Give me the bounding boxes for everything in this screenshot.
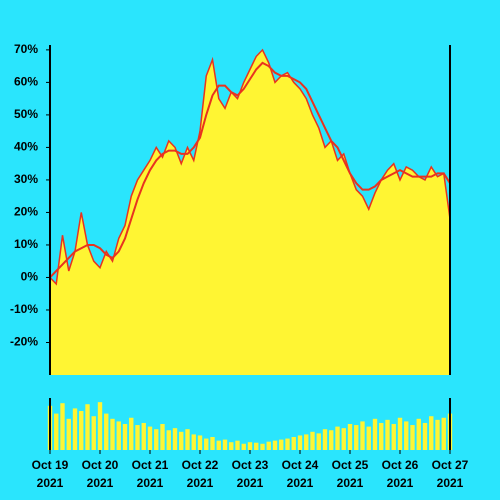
volume-bar	[316, 433, 321, 450]
volume-bar	[160, 424, 165, 450]
volume-bar	[241, 443, 246, 450]
x-tick-label: 2021	[187, 476, 214, 490]
volume-bar	[110, 418, 115, 450]
volume-bar	[279, 439, 284, 450]
volume-bar	[72, 408, 78, 450]
x-tick-label: Oct 24	[282, 458, 319, 472]
volume-bar	[391, 424, 396, 450]
volume-bar	[304, 434, 309, 450]
volume-bar	[291, 437, 296, 450]
volume-bar	[166, 430, 171, 450]
volume-bar	[341, 428, 346, 450]
y-tick-label: -10%	[10, 302, 38, 316]
volume-bar	[147, 426, 153, 450]
volume-bar	[347, 424, 353, 450]
y-tick-label: 50%	[14, 107, 38, 121]
volume-bar	[435, 419, 440, 450]
volume-bar	[197, 435, 203, 450]
volume-bar	[429, 416, 434, 450]
volume-bar	[179, 431, 184, 450]
volume-bar	[66, 418, 71, 450]
volume-bar	[172, 428, 178, 450]
volume-bar	[254, 442, 259, 450]
x-tick-label: 2021	[137, 476, 164, 490]
volume-bar	[335, 426, 340, 450]
x-tick-label: 2021	[387, 476, 414, 490]
volume-bar	[360, 421, 365, 450]
volume-bar	[122, 424, 128, 450]
volume-bar	[272, 440, 278, 450]
y-tick-label: 0%	[21, 270, 39, 284]
x-tick-label: 2021	[87, 476, 114, 490]
volume-bar	[235, 440, 240, 450]
volume-bar	[329, 430, 334, 450]
x-tick-label: 2021	[437, 476, 464, 490]
volume-bar	[129, 417, 134, 450]
volume-bar	[216, 440, 221, 450]
x-tick-label: Oct 21	[132, 458, 169, 472]
volume-bar	[416, 418, 421, 450]
volume-bar	[191, 434, 196, 450]
x-tick-label: Oct 26	[382, 458, 419, 472]
x-tick-label: 2021	[237, 476, 264, 490]
y-tick-label: -20%	[10, 335, 38, 349]
y-tick-label: 60%	[14, 75, 38, 89]
volume-bar	[379, 422, 384, 450]
volume-bar	[185, 429, 190, 450]
x-tick-label: 2021	[37, 476, 64, 490]
x-tick-label: Oct 23	[232, 458, 269, 472]
volume-bar	[366, 426, 371, 450]
y-tick-label: 70%	[14, 42, 38, 56]
volume-bar	[104, 413, 109, 450]
volume-bar	[397, 417, 403, 450]
volume-bar	[79, 411, 84, 450]
volume-bar	[60, 403, 65, 450]
volume-bar	[210, 437, 215, 450]
x-tick-label: Oct 22	[182, 458, 219, 472]
volume-bar	[297, 435, 303, 450]
volume-bar	[260, 443, 265, 450]
volume-bar	[85, 404, 90, 450]
volume-bar	[385, 419, 390, 450]
line	[49, 61, 451, 279]
x-tick-label: 2021	[337, 476, 364, 490]
volume-bar	[204, 438, 209, 450]
volume-bar	[141, 422, 146, 450]
volume-bar	[372, 418, 378, 450]
volume-bar	[322, 429, 328, 450]
volume-bar	[97, 402, 103, 450]
x-tick-label: Oct 19	[32, 458, 69, 472]
y-tick-label: 40%	[14, 140, 38, 154]
volume-bar	[91, 416, 96, 450]
volume-bar	[354, 425, 359, 450]
volume-bar	[266, 441, 271, 450]
volume-bar	[410, 425, 415, 450]
x-tick-label: Oct 27	[432, 458, 469, 472]
y-tick-label: 10%	[14, 237, 38, 251]
x-tick-label: Oct 20	[82, 458, 119, 472]
volume-bar	[285, 438, 290, 450]
volume-bar	[54, 413, 59, 450]
area	[50, 49, 450, 376]
y-tick-label: 20%	[14, 205, 38, 219]
volume-bar	[441, 417, 446, 450]
volume-bar	[135, 425, 140, 450]
volume-bar	[404, 421, 409, 450]
x-tick-label: Oct 25	[332, 458, 369, 472]
volume-bar	[247, 442, 253, 450]
line	[49, 48, 451, 286]
y-tick-label: 30%	[14, 172, 38, 186]
x-tick-label: 2021	[287, 476, 314, 490]
volume-bar	[422, 422, 428, 450]
volume-bar	[154, 429, 159, 450]
volume-bar	[116, 421, 121, 450]
volume-bar	[229, 442, 234, 450]
volume-bar	[222, 439, 228, 450]
volume-bar	[310, 431, 315, 450]
